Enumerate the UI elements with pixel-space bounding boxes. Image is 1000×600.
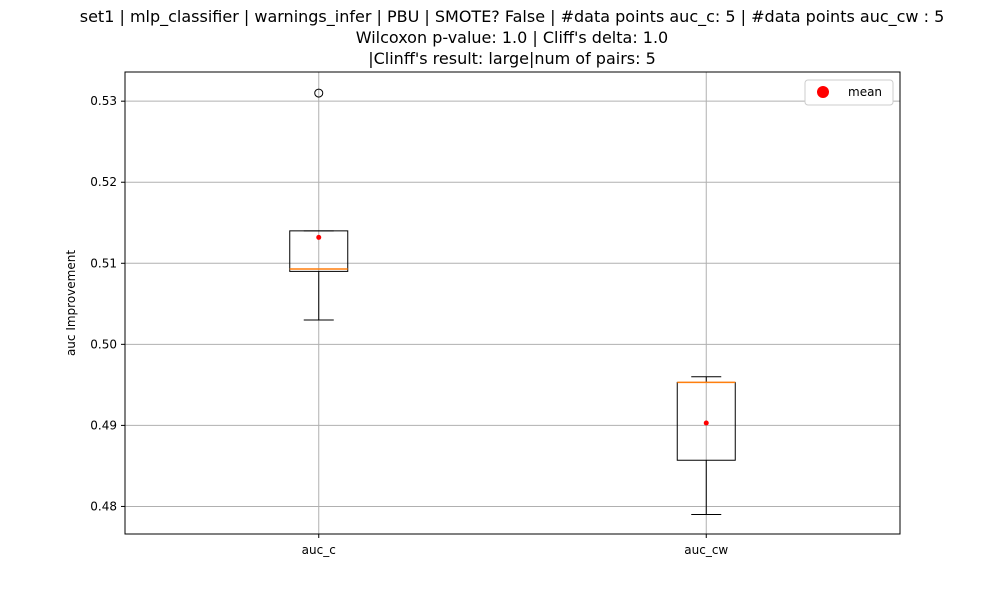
mean-point (316, 234, 322, 240)
outlier-point (314, 88, 324, 98)
y-tick-label: 0.48 (90, 499, 117, 513)
legend: mean (804, 79, 894, 106)
x-tick-label: auc_cw (684, 543, 728, 557)
legend-frame (804, 79, 894, 106)
y-tick-label: 0.50 (90, 337, 117, 351)
y-tick-label: 0.51 (90, 256, 117, 270)
chart-title-line-1: set1 | mlp_classifier | warnings_infer |… (80, 7, 945, 27)
iqr-box (289, 230, 349, 272)
y-axis-label: auc Improvement (64, 250, 78, 356)
x-tick-label: auc_c (302, 543, 336, 557)
y-tick-label: 0.52 (90, 175, 117, 189)
axes-frame (124, 71, 901, 535)
chart-title-line-2: Wilcoxon p-value: 1.0 | Cliff's delta: 1… (356, 28, 668, 47)
plot-area: 0.48 0.49 0.50 0.51 0.52 0.53 auc_c auc_cw (90, 72, 900, 557)
y-tick-label: 0.53 (90, 94, 117, 108)
mean-point (703, 420, 709, 426)
y-tick-label: 0.49 (90, 418, 117, 432)
legend-mean-label: mean (848, 85, 882, 99)
chart-title-line-3: |Clinff's result: large|num of pairs: 5 (368, 49, 656, 68)
legend-mean-marker (817, 86, 829, 98)
